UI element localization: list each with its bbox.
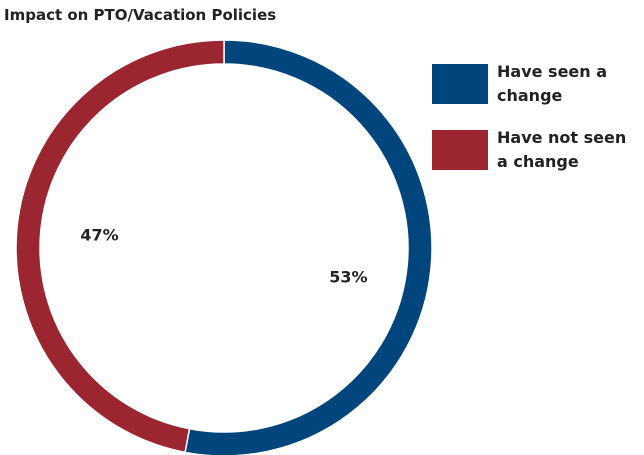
legend-swatch	[432, 130, 488, 170]
legend-item: Have not seen a change	[432, 128, 637, 174]
legend-label: Have seen a change	[497, 62, 608, 105]
donut-segment	[15, 39, 225, 454]
data-label: 53%	[329, 267, 367, 286]
legend-swatch	[432, 64, 488, 104]
donut-segment	[184, 39, 433, 455]
legend-label: Have not seen a change	[497, 128, 627, 171]
legend-item: Have seen a change	[432, 62, 637, 108]
chart-title: Impact on PTO/Vacation Policies	[4, 6, 277, 24]
data-label: 47%	[80, 226, 118, 245]
